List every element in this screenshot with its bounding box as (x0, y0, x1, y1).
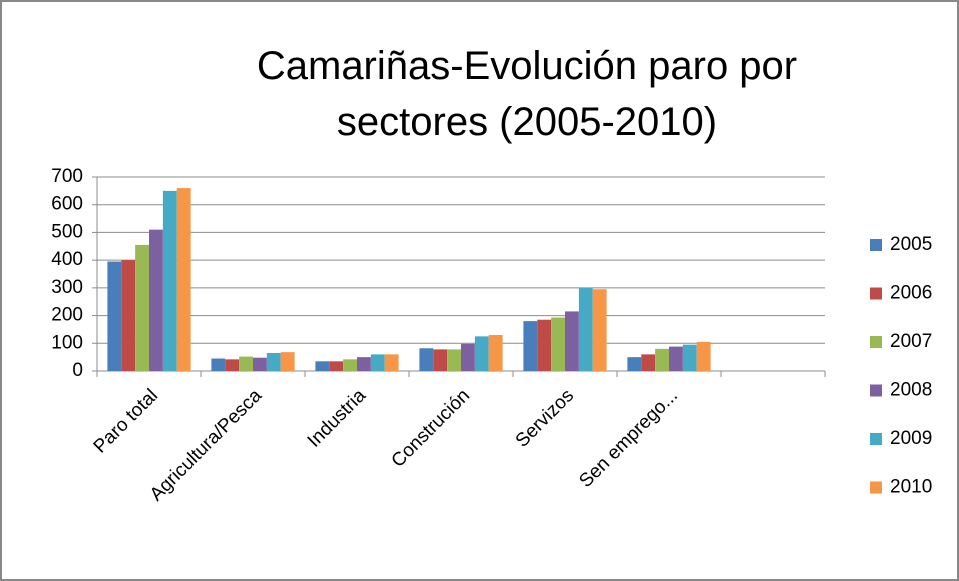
bar (357, 357, 371, 371)
legend-swatch (870, 239, 882, 251)
bar (461, 343, 475, 371)
bar (135, 244, 149, 371)
bar (488, 334, 503, 371)
bar (149, 229, 163, 371)
bar (655, 348, 669, 371)
legend-label: 2008 (890, 380, 932, 401)
legend-swatch (870, 336, 882, 348)
bar (253, 357, 267, 371)
legend-swatch (870, 384, 882, 397)
bar (565, 311, 579, 371)
bar (121, 260, 136, 371)
bar (641, 354, 656, 371)
bar (669, 346, 683, 371)
legend-swatch (870, 433, 882, 445)
legend-swatch (870, 287, 882, 300)
bar (239, 356, 253, 371)
bar (447, 349, 461, 371)
y-tick-label: 0 (72, 360, 83, 381)
bar (551, 317, 565, 371)
bar (266, 352, 281, 371)
bar (523, 321, 538, 371)
y-tick-label: 200 (51, 305, 83, 326)
bar (433, 349, 448, 371)
bar (370, 354, 385, 371)
chart-title: Camariñas-Evolución paro por sectores (2… (256, 44, 798, 144)
bar (474, 336, 489, 371)
bar (682, 344, 697, 371)
bar (107, 261, 122, 371)
legend-label: 2010 (890, 477, 932, 498)
bar (211, 358, 226, 371)
bar (315, 361, 330, 371)
y-tick-label: 700 (51, 166, 83, 187)
bar (537, 319, 552, 371)
bar (384, 354, 399, 371)
bar (162, 190, 177, 371)
bar (578, 287, 593, 371)
bar (176, 188, 191, 371)
bar (343, 359, 357, 371)
legend-label: 2009 (890, 428, 932, 449)
legend-label: 2007 (890, 331, 932, 352)
y-tick-label: 500 (51, 221, 83, 242)
y-tick-label: 100 (51, 332, 83, 353)
bar (329, 361, 344, 371)
legend-label: 2005 (890, 234, 932, 255)
y-tick-label: 300 (51, 277, 83, 298)
bar (627, 357, 642, 371)
y-tick-label: 600 (51, 194, 83, 215)
bar (696, 341, 711, 371)
bar (280, 352, 295, 371)
bar (419, 348, 434, 371)
bar (225, 359, 240, 371)
legend-label: 2006 (890, 283, 932, 304)
y-tick-label: 400 (51, 249, 83, 270)
bar (592, 289, 607, 371)
legend-swatch (870, 481, 882, 494)
